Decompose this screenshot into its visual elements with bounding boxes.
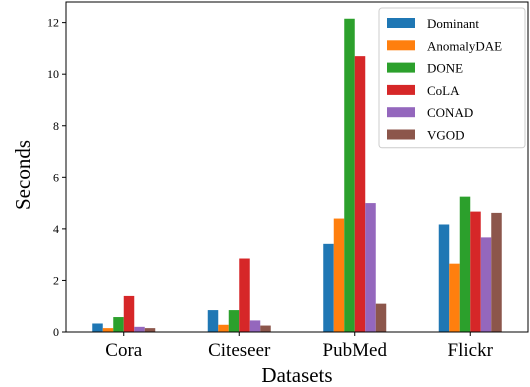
- bar-cola-cora: [123, 295, 135, 332]
- legend-swatch-done: [387, 62, 415, 73]
- legend-label-cola: CoLA: [427, 83, 460, 98]
- y-tick-label: 0: [53, 325, 59, 339]
- y-tick-label: 4: [53, 222, 59, 236]
- legend-swatch-vgod: [387, 129, 415, 140]
- bar-dominant-pubmed: [323, 243, 334, 332]
- bar-conad-pubmed: [365, 203, 376, 332]
- bar-dominant-flickr: [438, 224, 450, 332]
- bar-conad-citeseer: [249, 320, 261, 332]
- bar-dominant-citeseer: [207, 310, 219, 332]
- bar-vgod-citeseer: [260, 325, 271, 332]
- legend-swatch-conad: [387, 107, 415, 118]
- legend-swatch-dominant: [387, 18, 415, 28]
- legend-swatch-cola: [387, 84, 415, 95]
- bar-done-flickr: [459, 196, 471, 332]
- y-tick-label: 2: [53, 273, 59, 287]
- bar-vgod-pubmed: [375, 303, 387, 332]
- legend-label-vgod: VGOD: [427, 128, 465, 143]
- legend-label-anomalydae: AnomalyDAE: [427, 38, 502, 53]
- legend-swatch-anomalydae: [387, 40, 415, 51]
- bar-done-citeseer: [228, 310, 240, 332]
- x-axis-label: Datasets: [261, 363, 332, 387]
- legend: Dominant AnomalyDAE DONE CoLA CONAD VGOD: [378, 7, 526, 149]
- bar-conad-flickr: [480, 237, 492, 332]
- bar-cola-flickr: [470, 211, 481, 332]
- x-tick-label: Flickr: [448, 340, 494, 361]
- bar-done-cora: [113, 317, 124, 332]
- y-tick-label: 8: [53, 119, 59, 133]
- legend-box: [378, 7, 526, 149]
- y-axis-label: Seconds: [11, 140, 35, 210]
- x-tick-label: PubMed: [323, 340, 388, 361]
- bar-vgod-cora: [144, 328, 156, 332]
- y-tick-label: 10: [47, 67, 59, 81]
- legend-label-conad: CONAD: [427, 105, 473, 120]
- bar-anomalydae-pubmed: [333, 218, 345, 332]
- bar-done-pubmed: [344, 18, 355, 332]
- bar-cola-pubmed: [354, 56, 366, 332]
- bar-anomalydae-citeseer: [218, 324, 229, 332]
- bar-vgod-flickr: [491, 212, 502, 332]
- bar-dominant-cora: [92, 323, 103, 332]
- x-tick-label: Cora: [105, 340, 143, 361]
- y-ticks: 0 2 4 6 8 10 12: [47, 16, 66, 339]
- legend-label-dominant: Dominant: [427, 16, 479, 31]
- bars-layer: [92, 18, 502, 332]
- bar-cola-citeseer: [239, 258, 250, 332]
- bar-conad-cora: [134, 326, 145, 332]
- legend-label-done: DONE: [427, 61, 463, 76]
- x-ticks: Cora Citeseer PubMed Flickr: [105, 332, 494, 361]
- plot-frame: [65, 1, 529, 333]
- axes-layer: [65, 1, 529, 333]
- y-tick-label: 6: [53, 170, 59, 184]
- bar-anomalydae-cora: [102, 328, 114, 332]
- x-tick-label: Citeseer: [208, 340, 271, 361]
- y-tick-label: 12: [47, 16, 59, 30]
- bar-anomalydae-flickr: [449, 263, 460, 332]
